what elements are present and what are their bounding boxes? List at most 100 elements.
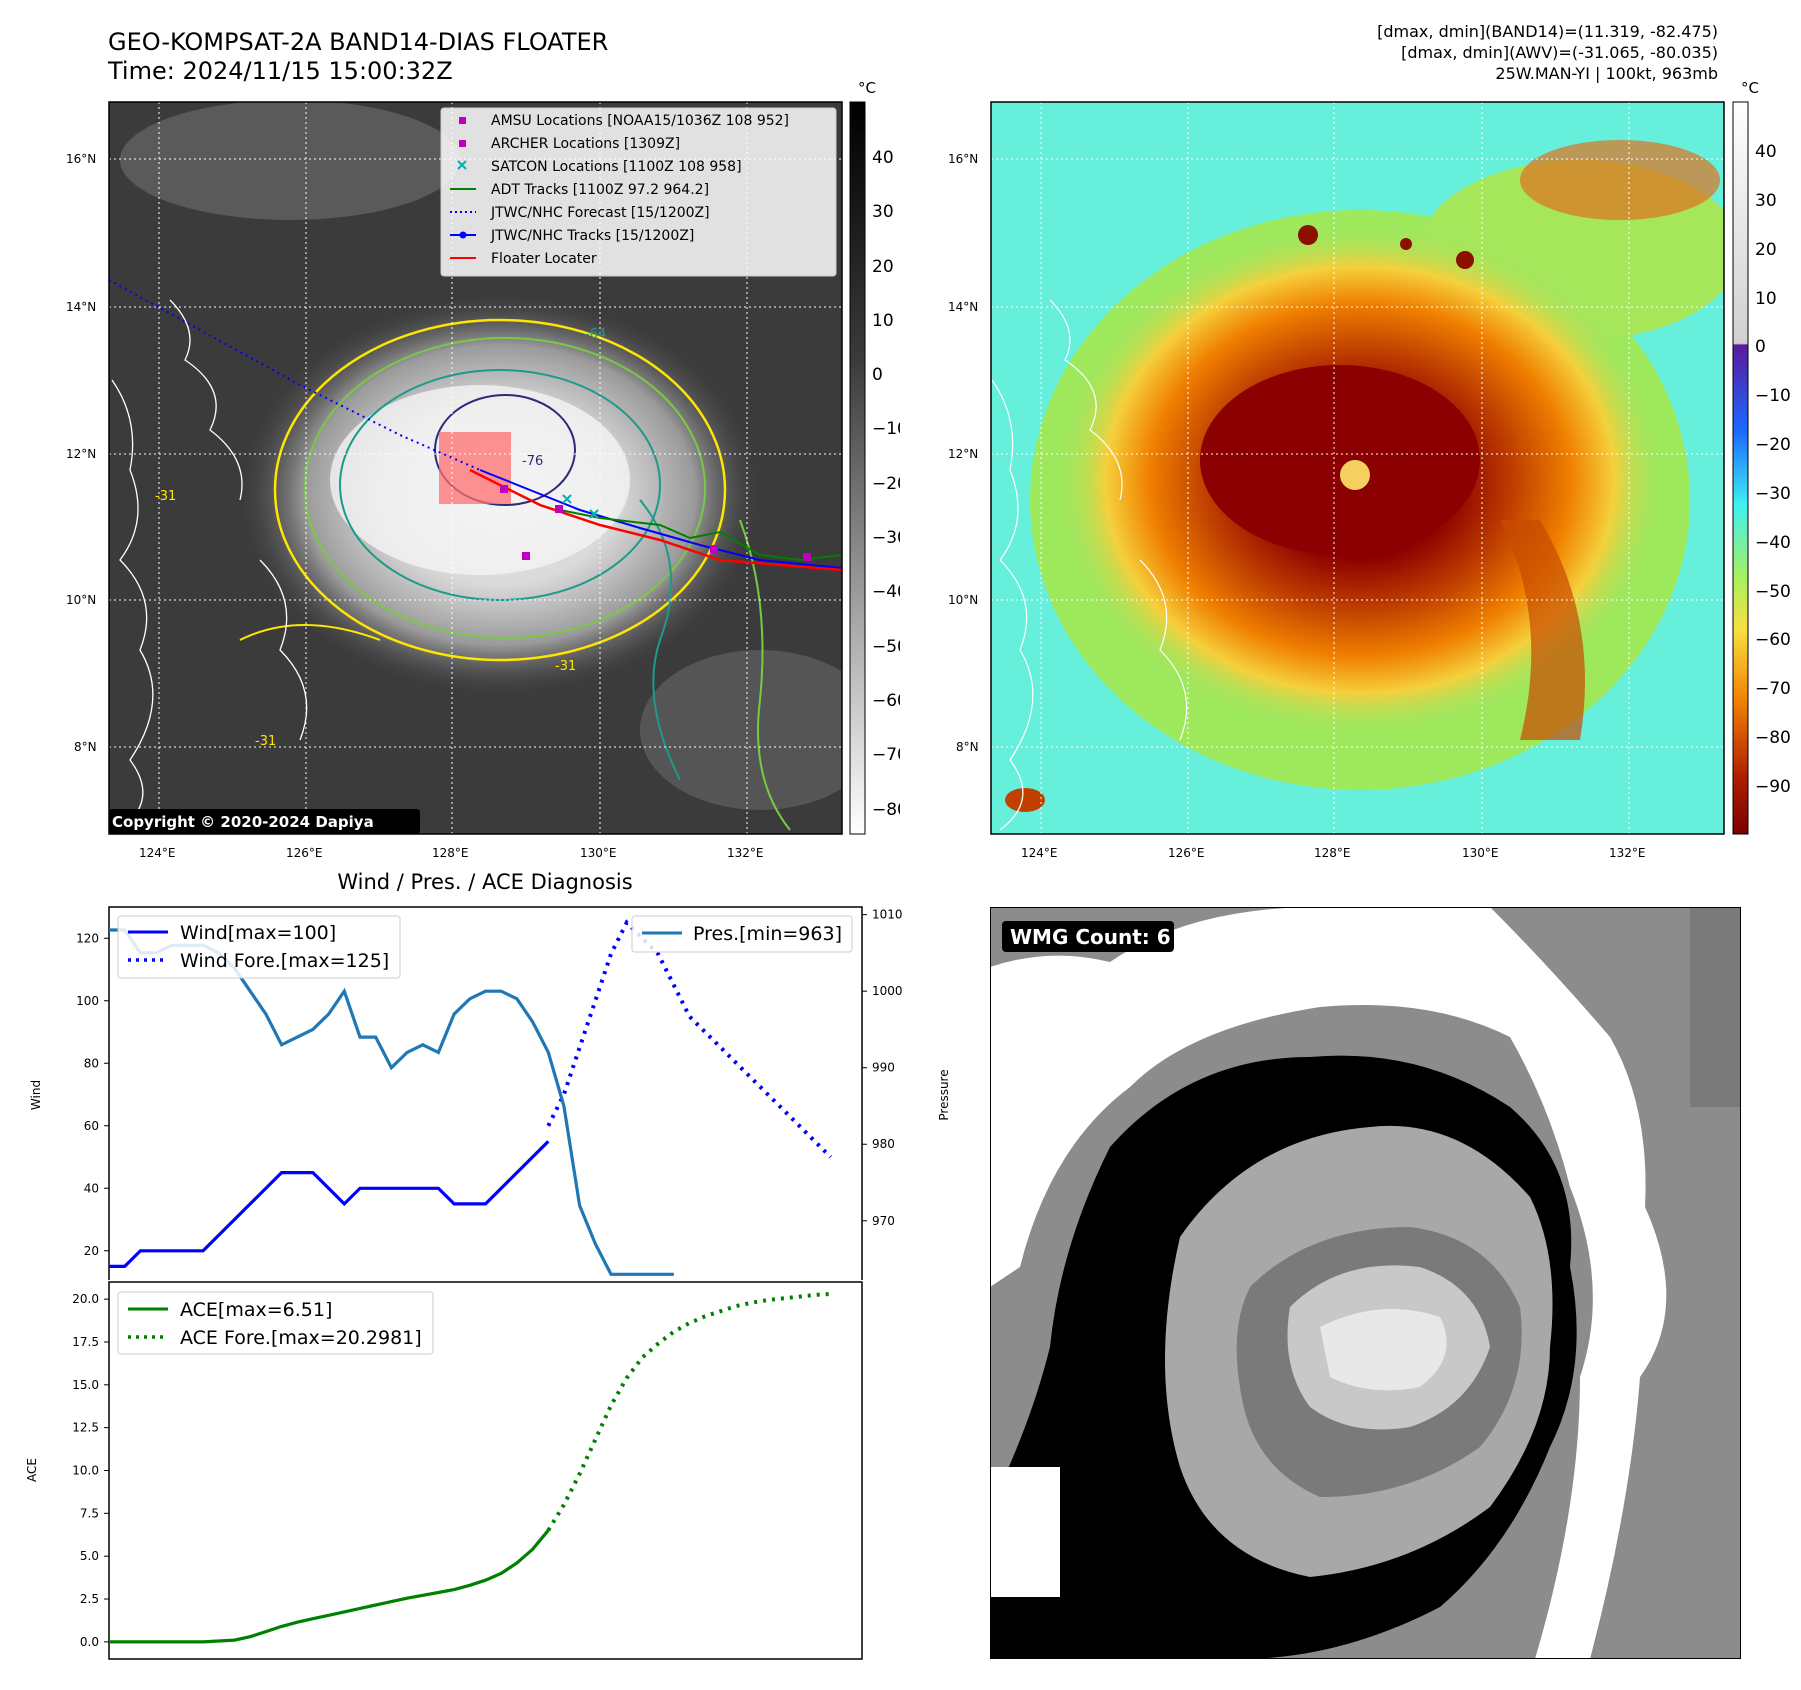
- copyright-text: Copyright © 2020-2024 Dapiya: [112, 813, 374, 831]
- svg-text:124°E: 124°E: [1021, 846, 1058, 860]
- svg-text:14°N: 14°N: [66, 300, 96, 314]
- ir-colorbar: [849, 101, 866, 835]
- wind-ytick: 40: [84, 1181, 99, 1195]
- svg-text:128°E: 128°E: [432, 846, 469, 860]
- ace-ytick: 15.0: [72, 1378, 99, 1392]
- svg-text:10°N: 10°N: [66, 593, 96, 607]
- svg-text:−20: −20: [1755, 435, 1791, 455]
- svg-text:−40: −40: [1755, 533, 1791, 553]
- svg-text:126°E: 126°E: [1168, 846, 1205, 860]
- svg-text:130°E: 130°E: [580, 846, 617, 860]
- contour-label: -31: [255, 734, 276, 749]
- awv-colorbar: [1732, 101, 1749, 835]
- svg-text:−60: −60: [872, 691, 900, 711]
- contour-label: -64: [585, 327, 606, 342]
- ace-ytick: 12.5: [72, 1421, 99, 1435]
- awv-colorbar-ticks: 40 30 20 10 0 −10 −20 −30 −40 −50 −60 −7…: [1755, 142, 1791, 797]
- wind-series-line: [109, 1140, 550, 1268]
- svg-text:126°E: 126°E: [286, 846, 323, 860]
- svg-text:16°N: 16°N: [948, 152, 978, 166]
- ace-ytick: 7.5: [80, 1506, 99, 1520]
- wmg-count-badge: WMG Count: 6: [1010, 925, 1171, 949]
- satcon-markers: [562, 494, 599, 519]
- wind-ytick: 80: [84, 1056, 99, 1070]
- contour-yellow: [273, 318, 727, 662]
- svg-text:124°E: 124°E: [139, 846, 176, 860]
- ace-ylabel: ACE: [25, 1458, 39, 1482]
- svg-text:10: 10: [872, 311, 894, 331]
- svg-text:−20: −20: [872, 474, 900, 494]
- svg-text:16°N: 16°N: [66, 152, 96, 166]
- wind-ytick: 120: [76, 931, 99, 945]
- pressure-ytick: 1000: [872, 984, 903, 998]
- svg-text:−10: −10: [1755, 386, 1791, 406]
- ir-axis-ticks: 16°N 14°N 12°N 10°N 8°N 124°E 126°E 128°…: [66, 152, 764, 860]
- ace-series-line: [109, 1529, 550, 1644]
- svg-text:−70: −70: [1755, 679, 1791, 699]
- svg-text:40: 40: [872, 148, 894, 168]
- legend-floater: Floater Locater: [491, 251, 597, 267]
- svg-text:−70: −70: [872, 745, 900, 765]
- ace-ytick: 2.5: [80, 1592, 99, 1606]
- svg-text:−80: −80: [872, 800, 900, 820]
- pressure-ytick: 980: [872, 1137, 895, 1151]
- figure-title-line2: Time: 2024/11/15 15:00:32Z: [108, 57, 453, 85]
- svg-text:10°N: 10°N: [948, 593, 978, 607]
- svg-text:30: 30: [1755, 191, 1777, 211]
- svg-text:−90: −90: [1755, 777, 1791, 797]
- svg-text:−30: −30: [1755, 484, 1791, 504]
- ir-map-panel: -64 -76 -31 -31 -31 AMSU Locations [NOAA…: [66, 79, 900, 860]
- wind-forecast-series-line: [546, 919, 833, 1159]
- ace-forecast-series-line: [546, 1292, 831, 1532]
- contour-lightgreen: [304, 337, 706, 639]
- pressure-ytick: 990: [872, 1061, 895, 1075]
- wind-ylabel: Wind: [29, 1080, 43, 1110]
- legend-adt: ADT Tracks [1100Z 97.2 964.2]: [491, 182, 709, 198]
- wind-pressure-chart: Wind / Pres. / ACE Diagnosis 20 40 60 80 100…: [29, 870, 951, 1280]
- ace-chart: 0.0 2.5 5.0 7.5 10.0 12.5 15.0 17.5 20.0 ACE ACE…: [25, 1281, 863, 1660]
- figure-title-line1: GEO-KOMPSAT-2A BAND14-DIAS FLOATER: [108, 28, 609, 56]
- adt-track: [559, 509, 842, 562]
- svg-text:30: 30: [872, 202, 894, 222]
- svg-text:0: 0: [872, 365, 883, 385]
- legend-amsu: AMSU Locations [NOAA15/1036Z 108 952]: [491, 113, 789, 129]
- svg-text:40: 40: [1755, 142, 1777, 162]
- svg-text:12°N: 12°N: [948, 447, 978, 461]
- ir-legend-box: [440, 107, 837, 277]
- svg-text:10: 10: [1755, 289, 1777, 309]
- pressure-ylabel: Pressure: [937, 1069, 951, 1120]
- svg-text:20: 20: [1755, 240, 1777, 260]
- floater-box: [439, 432, 511, 504]
- svg-text:−10: −10: [872, 419, 900, 439]
- ace-ytick: 5.0: [80, 1549, 99, 1563]
- info-line3: 25W.MAN-YI | 100kt, 963mb: [1495, 64, 1718, 83]
- floater-locater-track: [469, 468, 842, 572]
- legend-wind-forecast: Wind Fore.[max=125]: [180, 950, 389, 972]
- wind-ytick: 60: [84, 1119, 99, 1133]
- svg-text:−50: −50: [872, 637, 900, 657]
- contour-label: -76: [522, 454, 543, 469]
- svg-text:132°E: 132°E: [727, 846, 764, 860]
- ace-ytick: 20.0: [72, 1292, 99, 1306]
- legend-wind: Wind[max=100]: [180, 922, 336, 944]
- svg-text:0: 0: [1755, 337, 1766, 357]
- ir-colorbar-unit: °C: [858, 79, 876, 97]
- svg-text:132°E: 132°E: [1609, 846, 1646, 860]
- ace-ytick: 17.5: [72, 1335, 99, 1349]
- archer-marker: [500, 485, 508, 493]
- contour-label: -31: [155, 489, 176, 504]
- info-line2: [dmax, dmin](AWV)=(-31.065, -80.035): [1401, 43, 1718, 62]
- ir-colorbar-ticks: 40 30 20 10 0 −10 −20 −30 −40 −50 −60 −7…: [872, 148, 900, 820]
- svg-text:130°E: 130°E: [1462, 846, 1499, 860]
- awv-map-panel: 16°N 14°N 12°N 10°N 8°N 124°E 126°E 128°…: [948, 79, 1791, 860]
- diagnosis-title: Wind / Pres. / ACE Diagnosis: [337, 870, 632, 894]
- jtwc-forecast-track: [109, 279, 481, 471]
- svg-text:20: 20: [872, 257, 894, 277]
- contour-label: -31: [555, 659, 576, 674]
- pressure-ytick: 1010: [872, 908, 903, 922]
- svg-text:8°N: 8°N: [74, 740, 97, 754]
- svg-text:−60: −60: [1755, 630, 1791, 650]
- svg-text:12°N: 12°N: [66, 447, 96, 461]
- pressure-ytick: 970: [872, 1214, 895, 1228]
